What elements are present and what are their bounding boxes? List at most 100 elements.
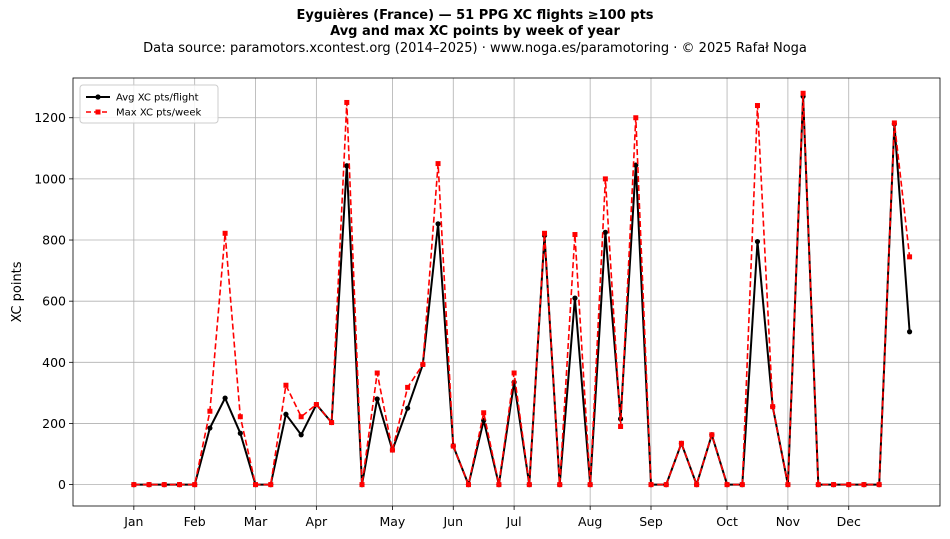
data-point [694,482,700,488]
data-point [344,99,350,105]
data-point [633,115,639,121]
data-point [618,424,624,430]
data-point [678,440,684,446]
data-point [906,329,913,335]
data-point [724,482,730,488]
data-point [146,482,152,488]
legend-marker [95,109,101,115]
data-point [465,482,471,488]
data-point [770,404,776,410]
data-point [435,221,441,227]
data-point [572,295,578,301]
x-tick-label: Feb [184,514,206,529]
data-point [253,482,259,488]
data-point [344,163,350,169]
data-point [374,396,380,402]
series-line [133,92,911,486]
data-point [313,402,319,408]
data-point [405,384,411,390]
x-tick-label: Dec [837,514,861,529]
legend-box [79,84,219,124]
y-tick-label: 400 [42,355,66,370]
data-point [207,408,213,414]
data-point [420,361,426,367]
data-point [131,482,137,488]
data-point [435,161,441,167]
chart-title: Eyguières (France) — 51 PPG XC flights ≥… [296,8,654,23]
data-point [663,482,669,488]
data-point [542,230,548,236]
data-point [237,430,243,436]
legend-marker [95,94,101,100]
data-point [405,405,411,411]
data-point [389,447,395,453]
data-point [876,482,882,488]
x-tick-label: May [379,514,405,529]
data-point [526,482,532,488]
x-tick-label: Apr [306,514,328,529]
data-point [754,238,761,245]
y-tick-label: 1000 [34,171,66,186]
data-point [511,370,517,376]
data-point [329,420,335,426]
data-point [450,443,456,449]
data-point [815,482,821,488]
data-point [891,120,897,126]
data-point [268,482,274,488]
data-point [374,370,380,376]
y-axis-label: XC points [10,261,25,322]
data-point [222,230,228,236]
data-point [222,395,228,401]
y-tick-label: 1200 [34,110,66,125]
y-tick-label: 800 [42,233,66,248]
x-tick-label: Nov [776,514,801,529]
data-source-note: Data source: paramotors.xcontest.org (20… [143,41,807,56]
x-tick-label: Aug [578,514,602,529]
data-point [359,482,365,488]
data-point [283,411,289,417]
plot-frame [72,77,941,507]
legend-label: Max XC pts/week [116,108,201,119]
data-point [481,410,487,416]
data-point [587,482,593,488]
data-point [739,482,745,488]
data-point [298,432,304,438]
x-tick-label: Sep [639,514,663,529]
axis-ticks: 0 200 400 600 800 1000 1200 Jan Feb Mar Apr May Jun J… [34,110,861,529]
x-tick-label: Jan [123,514,143,529]
data-point [709,432,715,438]
x-tick-label: Jul [506,514,522,529]
data-point [161,482,167,488]
title-block: Eyguières (France) — 51 PPG XC flights ≥… [0,8,950,57]
data-point [602,229,608,235]
y-tick-label: 600 [42,294,66,309]
data-point [846,482,852,488]
x-tick-label: Mar [244,514,268,529]
y-tick-label: 0 [58,477,66,492]
data-point [298,414,304,420]
x-tick-label: Jun [442,514,463,529]
legend: Avg XC pts/flight Max XC pts/week [79,84,219,124]
data-point [496,482,502,488]
data-point [283,382,289,388]
data-point [176,482,182,488]
data-point [907,254,913,260]
data-point [785,482,791,488]
data-point [648,482,654,488]
data-point [861,482,867,488]
data-point [800,90,806,96]
series-layer [131,90,913,488]
legend-label: Avg XC pts/flight [116,93,199,104]
data-point [754,103,760,109]
chart-subtitle: Avg and max XC points by week of year [330,24,620,39]
data-point [602,176,608,182]
data-point [572,232,578,238]
x-tick-label: Oct [716,514,738,529]
y-tick-label: 200 [42,416,66,431]
data-point [237,414,243,420]
series-max [131,90,913,488]
data-point [831,482,837,488]
data-point [557,482,563,488]
data-point [192,482,198,488]
